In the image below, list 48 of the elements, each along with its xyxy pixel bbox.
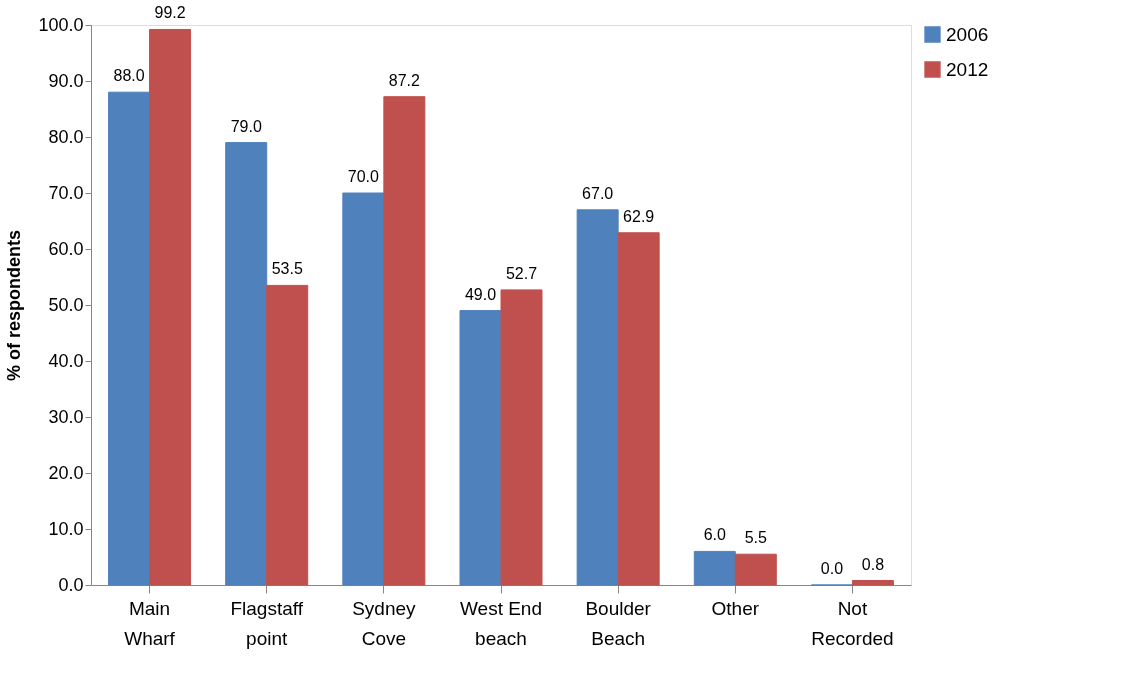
bar	[851, 580, 894, 586]
bar	[734, 553, 777, 586]
x-tick-label: Not Recorded	[811, 597, 894, 649]
y-tick-label: 100.0	[38, 14, 84, 35]
data-label: 0.8	[861, 555, 885, 573]
data-label: 53.5	[271, 260, 303, 278]
x-tick-label: Sydney Cove	[352, 597, 417, 649]
y-tick-label: 80.0	[48, 126, 84, 147]
data-label: 88.0	[113, 67, 145, 85]
bar	[617, 232, 660, 586]
x-tick-label: Other	[711, 597, 760, 619]
x-tick-label: West End beach	[459, 597, 543, 649]
data-label: 6.0	[703, 526, 726, 544]
bar	[693, 550, 736, 586]
data-label: 62.9	[623, 207, 655, 225]
data-label: 87.2	[388, 71, 421, 89]
bar	[342, 192, 385, 586]
y-tick-label: 20.0	[48, 462, 84, 483]
bar	[576, 209, 619, 586]
bar	[459, 310, 502, 586]
y-tick-label: 0.0	[58, 574, 84, 595]
y-tick-label: 30.0	[48, 406, 84, 427]
bar	[149, 28, 192, 586]
data-label: 99.2	[154, 4, 186, 22]
bar	[108, 91, 151, 586]
data-label: 70.0	[347, 168, 380, 185]
bar	[266, 284, 309, 586]
y-tick-label: 70.0	[48, 182, 84, 203]
legend-label: 2012	[946, 58, 989, 80]
data-label: 52.7	[505, 264, 538, 282]
y-tick-label: 10.0	[48, 518, 84, 539]
x-tick-label: Flagstaff point	[230, 597, 304, 649]
x-tick-label: Boulder Beach	[585, 597, 652, 649]
data-label: 49.0	[464, 285, 497, 303]
data-label: 5.5	[744, 529, 767, 547]
bar	[500, 289, 543, 586]
x-tick-label: Main Wharf	[124, 597, 176, 649]
y-tick-label: 40.0	[48, 350, 84, 371]
bar	[383, 96, 426, 586]
data-label: 0.0	[820, 560, 844, 577]
y-tick-label: 90.0	[48, 70, 84, 91]
y-tick-label: 50.0	[48, 294, 84, 315]
data-label: 67.0	[582, 184, 614, 202]
bar	[225, 142, 268, 586]
legend-label: 2006	[946, 23, 989, 45]
y-axis-title: % of respondents	[4, 229, 25, 382]
y-tick-label: 60.0	[48, 238, 84, 259]
data-label: 79.0	[230, 117, 262, 135]
